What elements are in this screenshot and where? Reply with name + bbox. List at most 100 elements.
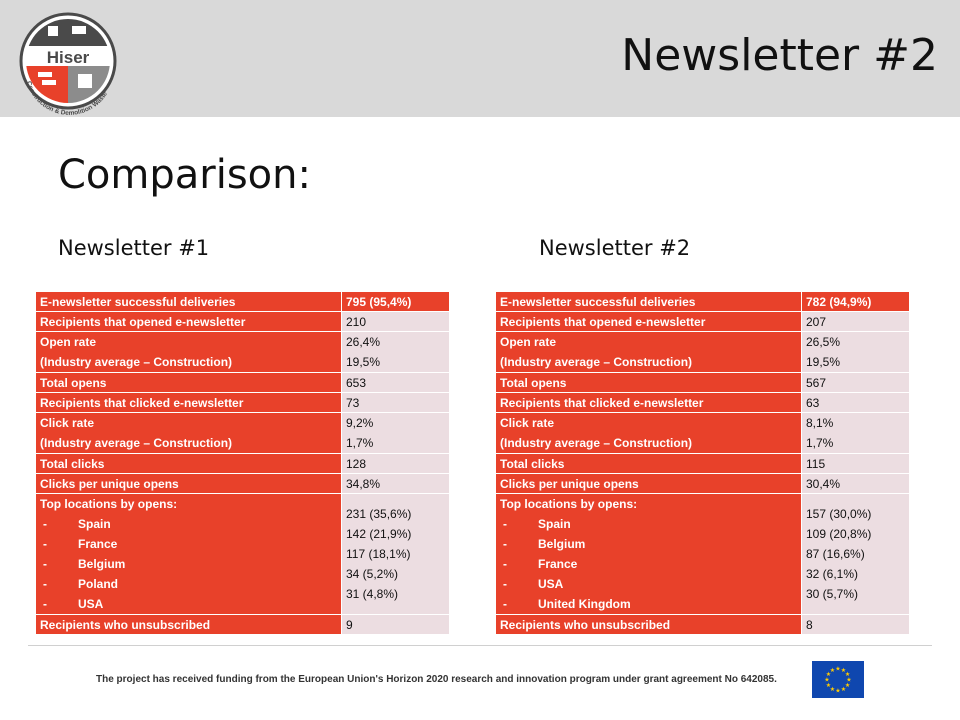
metric-value: 73 [341,392,450,413]
metric-label: Recipients who unsubscribed [35,614,342,635]
metric-value: 795 (95,4%) [341,291,450,312]
location-value: 117 (18,1%) [346,547,411,561]
location-value: 32 (6,1%) [806,567,859,581]
eu-flag-field [812,661,864,698]
eu-star-icon: ★ [830,667,835,674]
locations-heading: Top locations by opens: [500,497,638,511]
metric-value: 26,4% 19,5% [341,331,450,373]
metric-label: Top locations by opens: - Spain - France - Bel… [35,493,342,615]
metric-value-line: 26,4% [346,335,381,349]
table-row: Clicks per unique opens 34,8% [35,473,450,494]
metric-value: 653 [341,372,450,393]
eu-star-icon: ★ [830,686,835,693]
table-row: Total opens 567 [495,372,910,393]
metric-label-line: Click rate [500,416,555,430]
slide-title: Newsletter #2 [621,30,938,81]
industry-average-value: 19,5% [806,355,841,369]
metric-label: Click rate (Industry average – Constructi… [35,412,342,454]
table-row: Recipients who unsubscribed 8 [495,614,910,635]
location-name: Belgium [78,557,126,571]
table-row: Recipients that opened e-newsletter 210 [35,311,450,332]
location-name: United Kingdom [538,597,631,611]
metric-value: 210 [341,311,450,332]
location-value: 231 (35,6%) [346,507,412,521]
metric-label: Clicks per unique opens [495,473,802,494]
metric-label: Total opens [35,372,342,393]
metric-label: Recipients that clicked e-newsletter [35,392,342,413]
location-name: Spain [78,517,111,531]
industry-average-value: 1,7% [806,436,834,450]
location-item: - United Kingdom [500,594,797,614]
table-row: Recipients that clicked e-newsletter 63 [495,392,910,413]
location-item: - Spain [40,514,337,534]
table-row: Top locations by opens: - Spain - France - Bel… [35,493,450,615]
metric-label: Recipients that opened e-newsletter [35,311,342,332]
logo-text: Hiser [47,48,90,67]
table-row: Total clicks 115 [495,453,910,474]
metric-value: 115 [801,453,910,474]
table-row: Recipients who unsubscribed 9 [35,614,450,635]
eu-star-icon: ★ [835,688,840,695]
metric-value: 9,2% 1,7% [341,412,450,454]
metric-value: 63 [801,392,910,413]
table-row: Total opens 653 [35,372,450,393]
eu-star-icon: ★ [824,677,829,684]
newsletter-2-heading: Newsletter #2 [539,236,691,260]
list-dash: - [43,577,47,591]
location-item: - Poland [40,574,337,594]
metric-label: Top locations by opens: - Spain - Belgium - Fr… [495,493,802,615]
metric-value: 157 (30,0%) 109 (20,8%) 87 (16,6%) 32 (6,1%… [801,493,910,615]
location-value: 142 (21,9%) [346,527,412,541]
industry-average-value: 19,5% [346,355,381,369]
table-row: E-newsletter successful deliveries 782 (9… [495,291,910,312]
table-row: Click rate (Industry average – Constructi… [495,412,910,454]
metric-label: Click rate (Industry average – Constructi… [495,412,802,454]
list-dash: - [503,577,507,591]
table-row: Recipients that clicked e-newsletter 73 [35,392,450,413]
table-row: Open rate (Industry average – Constructio… [35,331,450,373]
locations-heading: Top locations by opens: [40,497,178,511]
metric-value-line: 26,5% [806,335,841,349]
eu-star-icon: ★ [826,682,831,689]
list-dash: - [503,597,507,611]
eu-star-icon: ★ [841,686,846,693]
metric-label-line: Click rate [40,416,95,430]
metric-label: Open rate (Industry average – Constructio… [35,331,342,373]
metric-label: E-newsletter successful deliveries [495,291,802,312]
newsletter-1-table: E-newsletter successful deliveries 795 (9… [35,291,450,635]
table-row: Clicks per unique opens 30,4% [495,473,910,494]
location-item: - France [40,534,337,554]
metric-value: 8 [801,614,910,635]
industry-average-label: (Industry average – Construction) [40,436,233,450]
table-row: Open rate (Industry average – Constructio… [495,331,910,373]
location-item: - USA [500,574,797,594]
table-row: Total clicks 128 [35,453,450,474]
eu-star-icon: ★ [845,682,850,689]
list-dash: - [43,557,47,571]
newsletter-2-table: E-newsletter successful deliveries 782 (9… [495,291,910,635]
list-dash: - [503,537,507,551]
location-name: USA [78,597,104,611]
location-name: Poland [78,577,119,591]
metric-value: 128 [341,453,450,474]
list-dash: - [503,517,507,531]
metric-value: 8,1% 1,7% [801,412,910,454]
location-item: - Belgium [500,534,797,554]
table-row: E-newsletter successful deliveries 795 (9… [35,291,450,312]
location-item: - France [500,554,797,574]
location-value: 30 (5,7%) [806,587,859,601]
list-dash: - [43,537,47,551]
table-row: Recipients that opened e-newsletter 207 [495,311,910,332]
location-item: - USA [40,594,337,614]
location-item: - Spain [500,514,797,534]
metric-value-line: 9,2% [346,416,374,430]
funding-notice: The project has received funding from th… [96,674,777,685]
eu-flag-icon: ★ ★★★★★★★★★★★ [812,661,864,698]
location-name: USA [538,577,564,591]
location-value: 87 (16,6%) [806,547,865,561]
list-dash: - [43,597,47,611]
metric-label: Total clicks [495,453,802,474]
list-dash: - [43,517,47,531]
metric-value: 34,8% [341,473,450,494]
metric-label: E-newsletter successful deliveries [35,291,342,312]
